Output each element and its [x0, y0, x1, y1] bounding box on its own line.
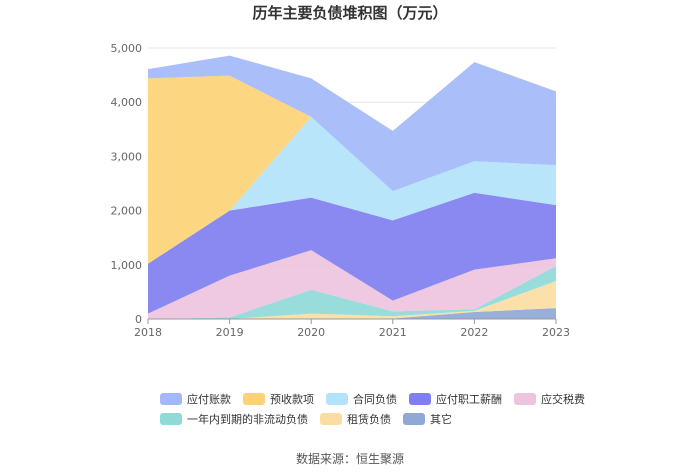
legend-swatch: [243, 393, 265, 405]
series-area: [148, 116, 556, 264]
legend-item[interactable]: 应交税费: [514, 391, 585, 407]
legend-item[interactable]: 应付账款: [160, 391, 231, 407]
legend-swatch: [160, 413, 182, 425]
legend-label: 合同负债: [353, 393, 397, 406]
axes: 0 1,000 2,000 3,000 4,000 5,000 2018 2019 2020 20…: [111, 42, 571, 339]
legend-label: 应付职工薪酬: [436, 393, 502, 406]
legend-item[interactable]: 应付职工薪酬: [409, 391, 502, 407]
x-tick-label: 2018: [134, 326, 162, 339]
x-tick-label: 2022: [460, 326, 488, 339]
legend-swatch: [320, 413, 342, 425]
legend-label: 租赁负债: [347, 413, 391, 426]
legend-label: 应付账款: [187, 393, 231, 406]
series-area: [148, 308, 556, 319]
y-tick-label: 0: [135, 313, 142, 326]
legend-item[interactable]: 租赁负债: [320, 411, 391, 427]
series-area: [148, 192, 556, 314]
legend-label: 一年内到期的非流动负债: [187, 413, 308, 426]
legend-row: 应付账款 预收款项 合同负债 应付职工薪酬 应交税费: [160, 389, 600, 409]
legend-row: 一年内到期的非流动负债 租赁负债 其它: [160, 409, 600, 429]
legend-item[interactable]: 预收款项: [243, 391, 314, 407]
legend-item[interactable]: 其它: [403, 411, 452, 427]
legend-label: 预收款项: [270, 393, 314, 406]
x-tick-label: 2023: [542, 326, 570, 339]
legend-swatch: [514, 393, 536, 405]
legend: 应付账款 预收款项 合同负债 应付职工薪酬 应交税费一年内到期的非流动负债 租赁负债 其它: [160, 389, 600, 429]
y-tick-label: 4,000: [111, 96, 143, 109]
source-note: 数据来源：恒生聚源: [295, 452, 404, 466]
y-tick-label: 2,000: [111, 205, 143, 218]
series-area: [148, 250, 556, 319]
chart-title: 历年主要负债堆积图（万元）: [252, 4, 448, 22]
y-tick-label: 3,000: [111, 150, 143, 163]
stacked-area-chart: 0 1,000 2,000 3,000 4,000 5,000 2018 2019 2020 20…: [111, 42, 571, 339]
series-area: [148, 75, 556, 264]
legend-swatch: [326, 393, 348, 405]
legend-swatch: [409, 393, 431, 405]
y-tick-label: 1,000: [111, 259, 143, 272]
series-area: [148, 265, 556, 319]
legend-item[interactable]: 合同负债: [326, 391, 397, 407]
x-tick-label: 2021: [379, 326, 407, 339]
series-area: [148, 55, 556, 192]
legend-label: 应交税费: [541, 393, 585, 406]
series-areas: [148, 55, 556, 319]
legend-item[interactable]: 一年内到期的非流动负债: [160, 411, 308, 427]
x-tick-label: 2019: [216, 326, 244, 339]
legend-swatch: [403, 413, 425, 425]
legend-swatch: [160, 393, 182, 405]
legend-label: 其它: [430, 413, 452, 426]
y-tick-label: 5,000: [111, 42, 143, 55]
x-tick-label: 2020: [297, 326, 325, 339]
